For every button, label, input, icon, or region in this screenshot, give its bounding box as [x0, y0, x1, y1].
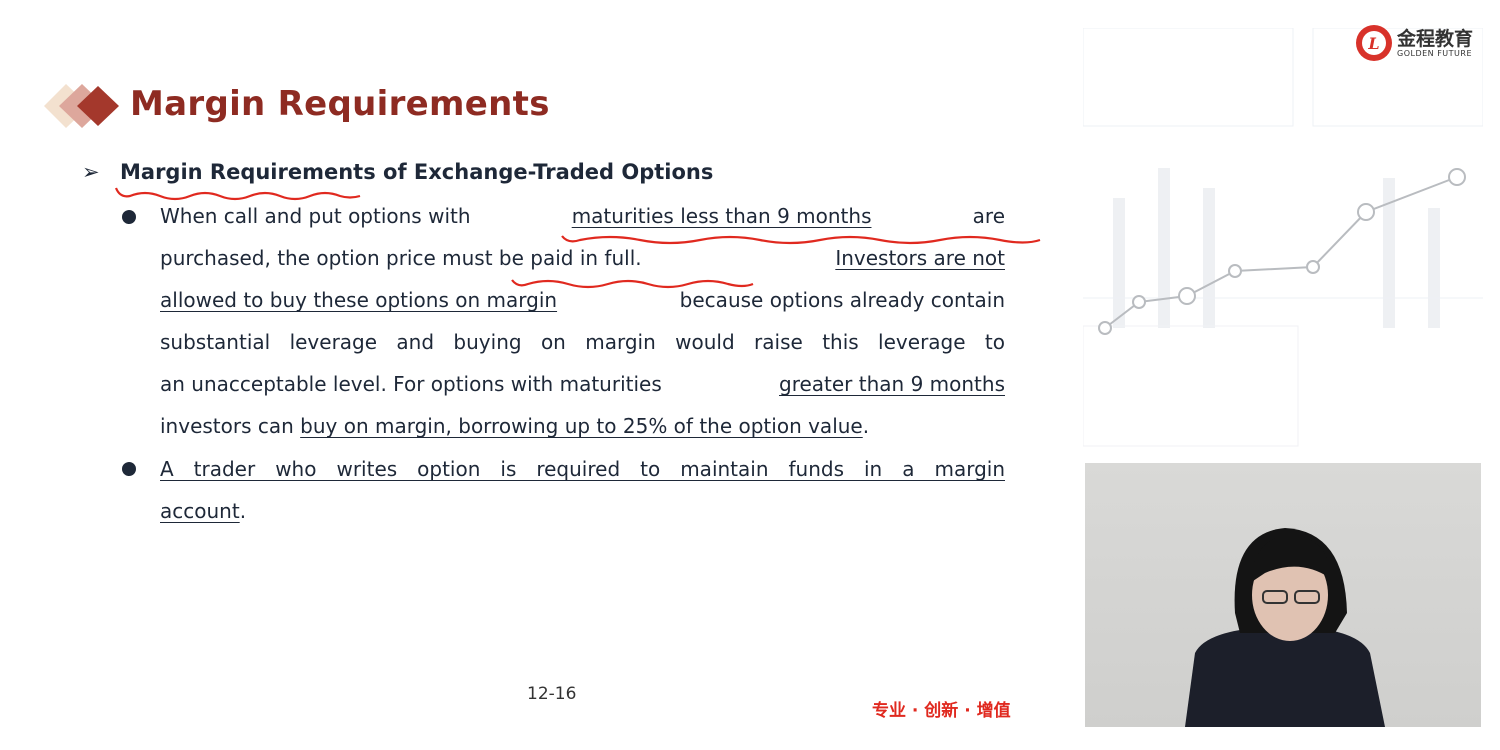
- bullet-2-line-2: account.: [160, 490, 1005, 532]
- bullet-1-line-5: an unacceptable level. For options with …: [160, 363, 1005, 405]
- bullet-1-line-4: substantial leverage and buying on margi…: [160, 321, 1005, 363]
- title-diamonds-icon: [44, 84, 119, 128]
- decorative-line-chart: [1104, 176, 1458, 329]
- logo-emblem-icon: L: [1356, 25, 1392, 61]
- slide-title: Margin Requirements: [130, 84, 550, 124]
- text: purchased, the option price must be paid…: [160, 246, 648, 270]
- text: .: [862, 414, 870, 438]
- underlined-text: buy on margin, borrowing up to 25% of th…: [300, 414, 863, 438]
- presenter-icon: [1185, 528, 1385, 727]
- text: investors can: [160, 414, 301, 438]
- text: an unacceptable level. For options with …: [160, 372, 669, 396]
- subheading: ➢ Margin Requirements of Exchange-Traded …: [82, 160, 713, 184]
- bullet-1-line-3: allowed to buy these options on margin b…: [160, 279, 1005, 321]
- text: because options already contain: [673, 288, 1005, 312]
- text: are: [966, 204, 1005, 228]
- svg-text:L: L: [1367, 34, 1379, 53]
- squiggle-must-be-paid: [511, 279, 754, 289]
- underlined-text: allowed to buy these options on margin: [160, 288, 558, 312]
- squiggle-maturities: [561, 235, 1041, 245]
- text: substantial leverage and buying on margi…: [160, 330, 1005, 354]
- underlined-text: A trader who writes option is required t…: [160, 457, 1005, 481]
- underlined-text: maturities less than 9 months: [571, 204, 872, 228]
- text: When call and put options with: [160, 204, 477, 228]
- text: .: [239, 499, 247, 523]
- bullet-dot-icon: [122, 210, 136, 224]
- squiggle-subheading: [114, 187, 361, 201]
- page-number: 12-16: [527, 684, 577, 704]
- red-annotation-squiggles: [114, 187, 1041, 289]
- bullet-1-line-2: purchased, the option price must be paid…: [160, 237, 1005, 279]
- presenter-video: [1085, 463, 1481, 727]
- logo-chinese-text: 金程教育: [1397, 27, 1474, 50]
- logo-english-text: GOLDEN FUTURE: [1397, 48, 1473, 58]
- underlined-text: greater than 9 months: [779, 372, 1005, 396]
- underlined-text: Investors are not: [835, 246, 1005, 270]
- arrow-bullet-icon: ➢: [82, 160, 100, 184]
- slogan: 专业 · 创新 · 增值: [872, 701, 1011, 721]
- bullet-1-line-6: investors can buy on margin, borrowing u…: [160, 405, 1005, 447]
- underlined-text: account: [160, 499, 240, 523]
- bullet-2-line-1: A trader who writes option is required t…: [160, 448, 1005, 490]
- bullet-dot-icon: [122, 462, 136, 476]
- subheading-text: Margin Requirements of Exchange-Traded O…: [120, 160, 714, 184]
- bullet-1-line-1: When call and put options with maturitie…: [160, 195, 1005, 237]
- background-infographic: [1083, 28, 1483, 447]
- golden-future-logo: L 金程教育 GOLDEN FUTURE: [1355, 24, 1473, 62]
